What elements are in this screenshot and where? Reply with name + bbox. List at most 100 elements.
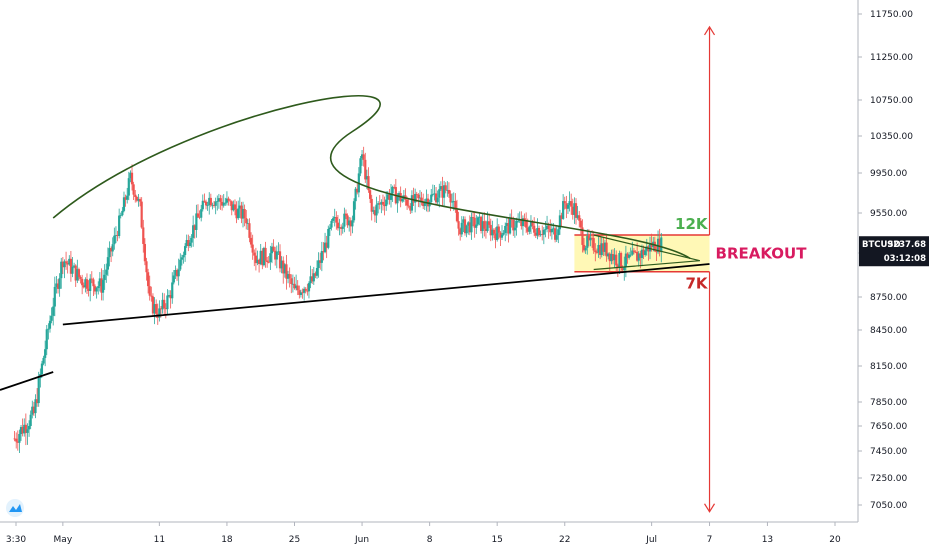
- candle: [611, 249, 615, 265]
- candle: [515, 217, 518, 236]
- candle: [90, 271, 93, 284]
- candle: [547, 222, 550, 239]
- candle: [455, 199, 459, 223]
- candle: [637, 251, 640, 267]
- candle: [196, 204, 200, 219]
- candle: [640, 244, 644, 267]
- candles-layer: [13, 146, 663, 453]
- candle: [309, 265, 312, 289]
- candle: [138, 197, 142, 207]
- candle: [362, 146, 365, 167]
- candle: [351, 215, 354, 234]
- candle: [92, 277, 95, 297]
- candle: [323, 232, 327, 254]
- candle: [616, 263, 619, 278]
- candle: [84, 277, 87, 293]
- candle: [64, 251, 68, 270]
- candle: [40, 360, 44, 378]
- arrow-head-down: [704, 503, 716, 513]
- candle: [317, 252, 320, 278]
- candle: [261, 248, 264, 270]
- candle: [27, 420, 31, 437]
- candle: [648, 236, 652, 260]
- candle: [576, 205, 579, 220]
- candle: [134, 190, 137, 203]
- candle: [293, 276, 296, 290]
- candle: [211, 202, 214, 210]
- candle: [206, 201, 209, 211]
- candle: [264, 241, 267, 268]
- candle: [288, 267, 291, 288]
- candle: [267, 255, 270, 264]
- candle: [499, 231, 502, 247]
- candle: [105, 263, 108, 283]
- candle: [217, 193, 220, 209]
- candle: [442, 180, 446, 206]
- candle: [171, 272, 174, 304]
- candle: [364, 152, 367, 183]
- candle: [486, 211, 489, 233]
- candle: [460, 216, 463, 238]
- candle: [603, 239, 607, 256]
- candle: [525, 212, 528, 234]
- candle: [407, 199, 410, 209]
- candle: [299, 289, 303, 298]
- tradingview-logo-icon[interactable]: [6, 499, 24, 517]
- candle: [375, 196, 378, 224]
- candle: [573, 197, 576, 224]
- candle: [81, 274, 84, 295]
- candle: [87, 280, 90, 297]
- candle: [179, 253, 182, 272]
- y-tick-label: 11750.00: [870, 10, 913, 20]
- candle: [166, 289, 169, 316]
- candle: [359, 155, 362, 177]
- candle: [182, 251, 185, 264]
- candle: [44, 340, 47, 367]
- candle: [298, 285, 301, 299]
- candle: [19, 424, 23, 441]
- candle: [290, 274, 293, 294]
- candle: [248, 218, 251, 243]
- candle: [563, 196, 566, 210]
- candle: [108, 241, 111, 267]
- y-tick-label: 11250.00: [870, 53, 913, 63]
- candle: [343, 207, 346, 233]
- candle: [346, 213, 349, 228]
- candle: [301, 288, 304, 299]
- candle: [465, 224, 468, 238]
- candle: [212, 200, 216, 208]
- candle: [418, 190, 422, 208]
- candle: [34, 394, 37, 419]
- overlay-lines: 12K 7K BREAKOUT: [0, 25, 807, 513]
- candle: [599, 236, 602, 260]
- candle: [462, 216, 465, 233]
- candle: [410, 190, 414, 214]
- candle: [335, 211, 338, 230]
- candle: [328, 224, 331, 236]
- candle: [381, 194, 385, 211]
- candle: [233, 199, 237, 216]
- candle: [132, 181, 135, 201]
- candle: [568, 191, 571, 212]
- candle: [235, 201, 238, 224]
- candle: [163, 293, 166, 315]
- candle: [253, 249, 256, 267]
- candle: [82, 282, 85, 289]
- candle: [188, 236, 192, 248]
- candle: [349, 217, 352, 236]
- candle: [16, 430, 19, 451]
- candle: [320, 241, 323, 272]
- x-tick-label: 13: [762, 535, 773, 545]
- candle: [549, 219, 552, 237]
- candle: [283, 263, 286, 278]
- candle: [589, 231, 592, 247]
- candle: [542, 227, 545, 245]
- candle: [97, 281, 100, 295]
- candle: [516, 213, 520, 223]
- candle: [380, 199, 383, 214]
- x-tick-label: Jul: [645, 535, 657, 545]
- y-tick-label: 8750.00: [870, 293, 907, 303]
- candle: [180, 254, 183, 266]
- triangle-wedge: [593, 234, 701, 271]
